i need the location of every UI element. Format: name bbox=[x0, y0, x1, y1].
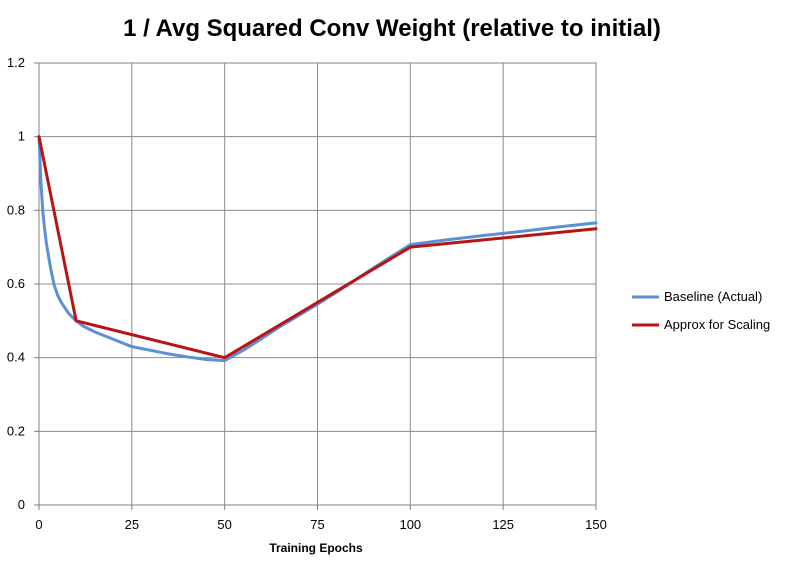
x-axis-title: Training Epochs bbox=[269, 541, 363, 555]
x-tick-label: 50 bbox=[217, 517, 231, 532]
chart-title: 1 / Avg Squared Conv Weight (relative to… bbox=[123, 15, 661, 42]
x-axis-ticks: 0 25 50 75 100 125 150 bbox=[35, 505, 607, 532]
series-lines bbox=[37, 135, 598, 363]
y-tick-label: 0.2 bbox=[7, 423, 25, 438]
x-tick-label: 125 bbox=[492, 517, 514, 532]
y-tick-label: 0.6 bbox=[7, 276, 25, 291]
x-tick-label: 0 bbox=[35, 517, 42, 532]
y-tick-label: 0 bbox=[18, 497, 25, 512]
gridlines bbox=[38, 62, 597, 506]
series-line-2 bbox=[37, 135, 598, 360]
series-line-1 bbox=[37, 135, 598, 363]
y-tick-label: 0.8 bbox=[7, 202, 25, 217]
x-tick-label: 100 bbox=[399, 517, 421, 532]
legend-label-1: Baseline (Actual) bbox=[664, 289, 762, 304]
y-axis-ticks: 0 0.2 0.4 0.6 0.8 1 1.2 bbox=[7, 55, 39, 512]
legend: Baseline (Actual) Approx for Scaling bbox=[632, 289, 770, 332]
y-tick-label: 1 bbox=[18, 129, 25, 144]
y-tick-label: 0.4 bbox=[7, 350, 25, 365]
x-tick-label: 25 bbox=[125, 517, 139, 532]
legend-label-2: Approx for Scaling bbox=[664, 317, 770, 332]
y-tick-label: 1.2 bbox=[7, 55, 25, 70]
x-tick-label: 75 bbox=[310, 517, 324, 532]
x-tick-label: 150 bbox=[585, 517, 607, 532]
